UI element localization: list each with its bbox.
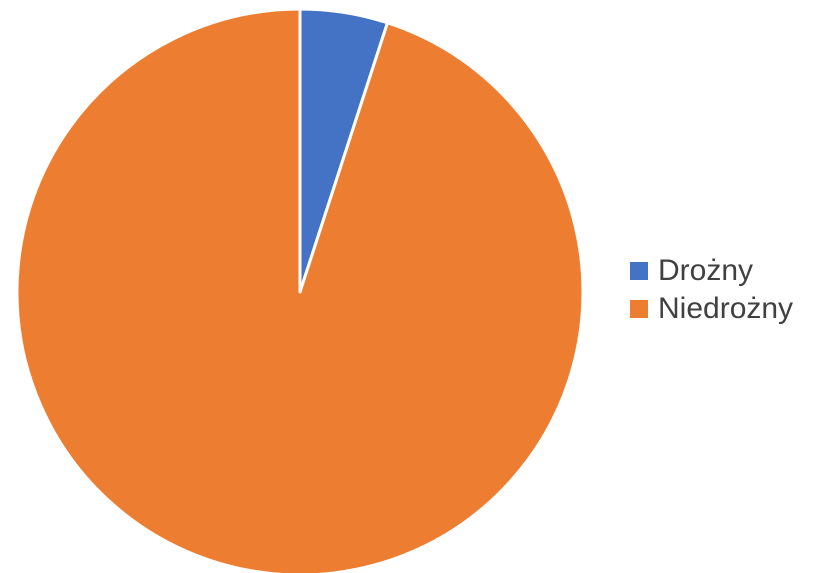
legend-swatch-niedrozny xyxy=(630,300,648,318)
legend-swatch-drozny xyxy=(630,262,648,280)
legend-label-drozny: Drożny xyxy=(658,254,754,287)
legend-label-niedrozny: Niedrożny xyxy=(658,292,794,325)
pie-slice-niedrozny xyxy=(15,7,585,573)
legend-item-drozny: Drożny xyxy=(630,252,793,290)
legend: Drożny Niedrożny xyxy=(630,252,793,328)
legend-item-niedrozny: Niedrożny xyxy=(630,290,793,328)
